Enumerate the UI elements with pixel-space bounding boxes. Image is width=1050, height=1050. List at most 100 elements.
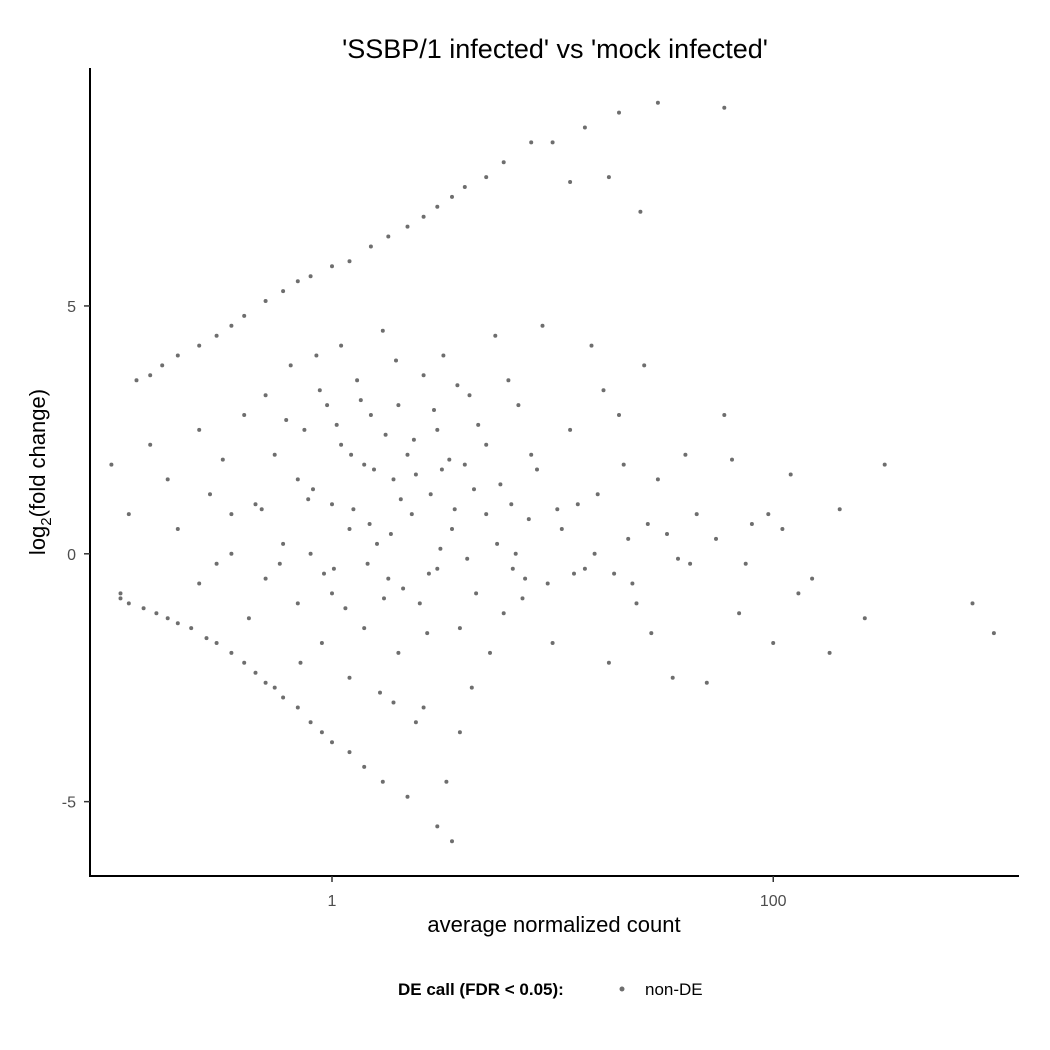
data-point [450,839,454,844]
data-point [484,512,489,517]
y-tick-label: 5 [67,299,76,316]
data-point [428,492,433,497]
data-point [126,601,131,606]
data-point [630,581,635,586]
data-point [272,685,277,690]
data-point [467,393,472,398]
data-point [435,427,440,432]
data-point [242,413,247,417]
data-point [575,502,580,507]
data-point [606,660,611,665]
data-point [308,720,313,725]
data-point [617,413,621,417]
data-point [295,477,300,482]
data-point [413,720,418,725]
data-point [343,606,348,611]
data-point [347,750,352,755]
data-point [339,442,344,447]
data-point [535,467,539,472]
data-point [330,591,334,596]
data-point [529,140,534,145]
data-point [263,393,268,398]
data-point [523,576,528,581]
data-point [766,512,771,517]
data-point [526,517,531,522]
data-point [676,556,680,561]
data-point [330,502,334,507]
data-point [970,601,975,606]
data-point [165,616,170,621]
data-point [510,566,515,571]
x-axis-title: average normalized count [427,912,680,937]
data-point [683,452,688,457]
data-point [432,408,436,412]
data-point [421,214,426,219]
data-point [396,403,401,408]
data-point [306,497,311,502]
data-point [462,462,467,467]
data-point [837,507,842,512]
data-point [529,452,534,457]
data-point [197,427,202,432]
data-point [386,234,391,239]
data-point [214,641,219,645]
data-point [638,209,643,214]
data-point [413,472,418,477]
data-point [550,140,555,145]
data-point [165,477,170,482]
data-point [655,477,660,482]
data-point [362,764,367,769]
data-point [595,492,600,497]
data-point [601,388,606,393]
data-point [330,264,334,269]
data-point [375,541,379,546]
data-point [469,685,474,690]
data-point [246,616,251,621]
y-axis-title-subscript: 2 [38,517,55,525]
data-point [295,705,300,710]
data-point [452,507,457,512]
data-point [242,660,247,665]
data-point [331,566,336,571]
data-point [263,299,268,303]
data-point [435,566,440,571]
data-point [513,551,518,556]
data-point [394,358,398,363]
data-point [501,160,506,165]
data-point [118,596,123,601]
data-point [694,512,699,517]
data-point [380,779,385,784]
data-point [688,561,693,566]
data-point [347,675,352,680]
data-point [589,343,594,348]
data-point [141,606,146,611]
data-point [378,690,382,695]
data-point [862,616,867,621]
data-point [229,512,234,517]
data-point [411,437,416,442]
data-point [550,641,555,645]
data-point [474,591,479,596]
data-point [322,571,326,576]
data-point [229,551,234,556]
data-point [284,418,289,422]
data-point [281,695,286,700]
data-point [109,462,114,467]
data-point [134,378,139,383]
data-point [401,586,406,591]
data-point [362,462,367,467]
data-point [743,561,748,566]
x-ticks: 1 100 [328,876,787,910]
data-point [516,403,521,408]
y-tick-label: 0 [67,547,76,564]
data-point [439,467,444,472]
data-point [626,536,631,541]
data-point [298,660,303,665]
data-point [204,636,209,641]
data-point [253,502,258,507]
data-point [347,527,352,531]
data-point [722,105,727,110]
y-ticks: -5 0 5 [62,299,90,812]
data-point [220,457,225,462]
data-point [349,452,354,457]
